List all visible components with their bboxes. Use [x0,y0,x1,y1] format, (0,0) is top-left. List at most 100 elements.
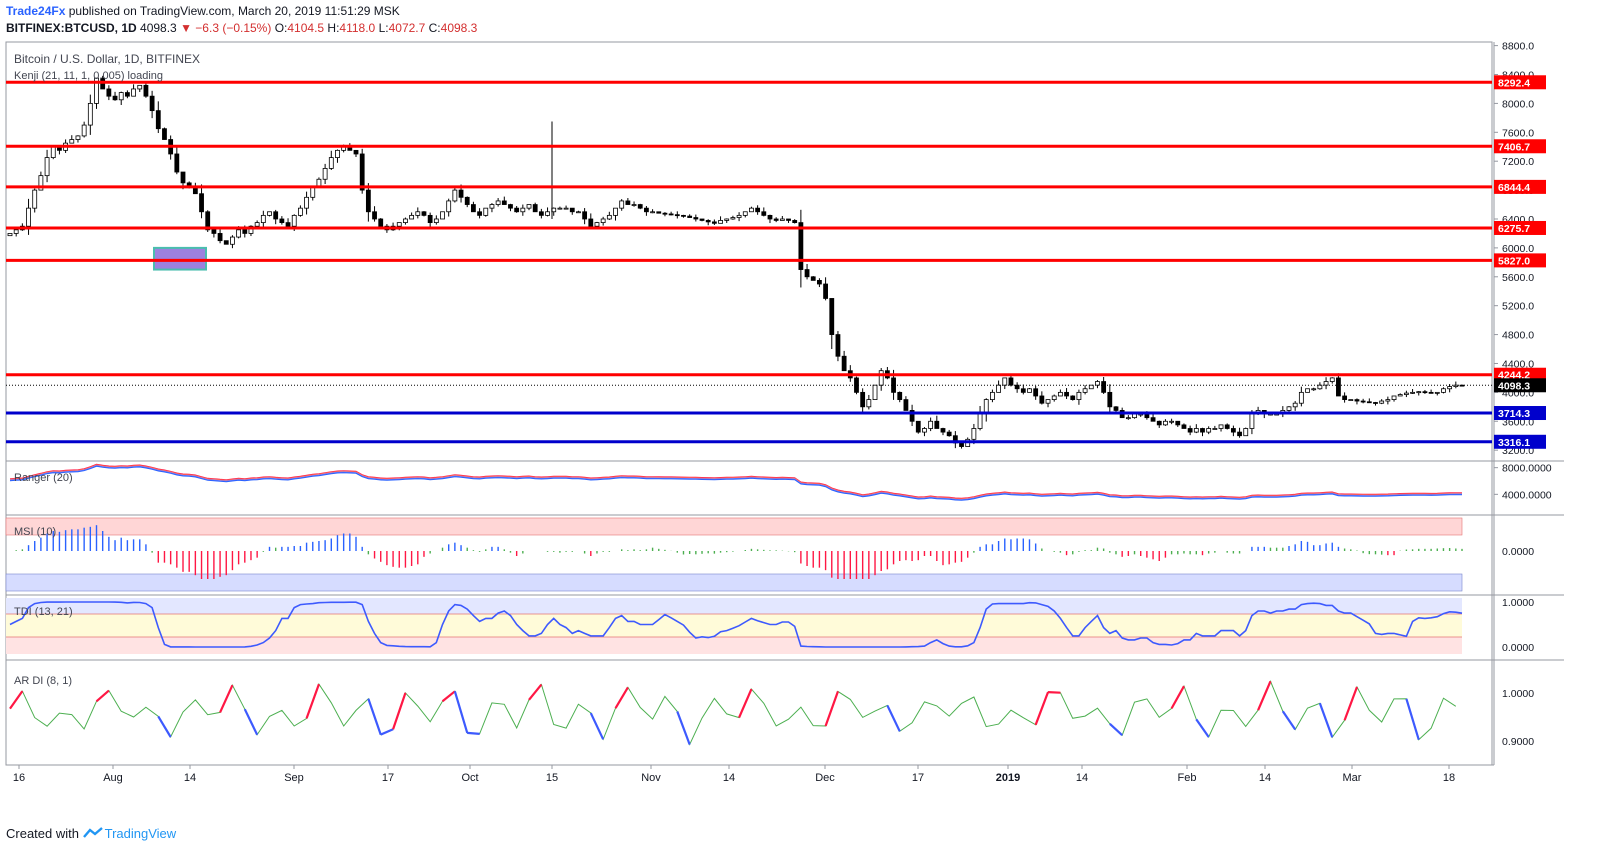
publisher-name[interactable]: Trade24Fx [6,4,66,18]
tdi-tick-label: 1.0000 [1502,597,1534,609]
tdi-upper-zone [6,598,1462,614]
candle-body [835,334,841,357]
candle-body [322,168,328,180]
candle-body [223,240,229,245]
candle-body [705,220,711,223]
candle-body [650,211,655,214]
ardi-signal-segment [1405,698,1420,741]
candle-body [378,218,384,227]
candle-body [742,211,748,216]
ardi-signal-segment [1109,722,1123,737]
candle-body [471,204,476,213]
candle-body [403,218,408,224]
candle-body [143,84,149,97]
candle-body [1070,395,1076,400]
candle-body [297,207,303,216]
candle-body [736,214,742,218]
candle-body [13,229,19,234]
candle-body [786,218,791,221]
candle-body [866,399,872,408]
candle-body [1379,400,1385,404]
ardi-line [9,680,1457,746]
ardi-tick-label: 0.9000 [1502,736,1534,748]
candle-body [798,222,804,270]
candle-body [557,207,563,210]
candle-body [526,204,532,209]
candle-body [427,214,433,224]
candle-body [1385,399,1391,402]
candle-body [1206,428,1212,433]
candle-body [372,211,377,220]
tdi-lower-zone [6,637,1462,654]
candle-body [32,189,38,209]
ranger-tick-label: 4000.0000 [1502,489,1552,501]
ardi-signal-segment [1281,710,1297,731]
candle-body [1107,391,1113,408]
tradingview-brand[interactable]: TradingView [104,826,177,841]
chart-title: Bitcoin / U.S. Dollar, 1D, BITFINEX [14,52,200,66]
ardi-signal-segment [441,690,456,703]
candle-body [1434,391,1440,394]
candle-body [26,207,31,227]
x-tick-label: 17 [912,772,924,784]
x-tick-label: 14 [184,772,196,784]
candle-body [1064,391,1069,397]
candle-body [421,211,427,216]
open-value: 4104.5 [287,21,325,35]
ardi-tick-label: 1.0000 [1502,688,1534,700]
tradingview-logo-icon [82,827,103,838]
ranger-label: Ranger (20) [14,472,73,484]
ranger-band-line [9,465,1462,501]
publish-header: Trade24Fx published on TradingView.com, … [6,4,400,18]
close-label: C: [428,21,441,35]
x-tick-label: Mar [1343,772,1362,784]
candle-body [118,92,124,101]
ardi-signal-segment [305,683,320,719]
candle-body [211,229,217,234]
candle-body [1132,413,1137,419]
candle-body [1249,413,1255,429]
candle-body [959,442,964,447]
candle-body [718,220,723,224]
candle-body [817,279,822,285]
candle-body [1144,413,1150,419]
candle-body [458,189,464,198]
candle-body [199,193,204,213]
ranger-band-line [9,465,1462,501]
candle-body [1039,395,1045,404]
y-tick-label: 5600.0 [1502,272,1534,284]
candle-body [254,222,260,227]
candle-body [860,391,866,408]
candle-body [971,428,977,440]
level-label-bg [1494,253,1546,268]
level-label-bg [1494,139,1546,154]
candle-body [75,135,81,140]
msi-overbought-zone [5,517,1463,536]
candle-body [594,222,600,227]
y-tick-label: 7600.0 [1502,127,1534,139]
candle-body [668,213,674,216]
y-tick-label: 4800.0 [1502,330,1534,342]
candle-body [922,428,927,433]
candle-body [415,211,421,216]
ardi-signal-segment [1318,702,1334,738]
candle-body [1391,395,1397,400]
candle-body [711,221,717,224]
candle-body [495,200,501,205]
candle-body [1311,388,1317,391]
candle-body [137,84,143,90]
candle-body [1428,391,1434,394]
x-tick-label: 2019 [996,772,1020,784]
candle-body [977,413,983,429]
tdi-mid-zone [6,614,1462,637]
candle-body [520,207,526,213]
candle-body [946,431,952,437]
x-tick-label: 15 [546,772,558,784]
candle-body [582,211,588,220]
level-label-bg [1494,367,1546,382]
candle-body [1323,381,1329,386]
level-label: 3714.3 [1498,408,1530,420]
level-label: 7406.7 [1498,141,1530,153]
candle-body [625,200,631,205]
